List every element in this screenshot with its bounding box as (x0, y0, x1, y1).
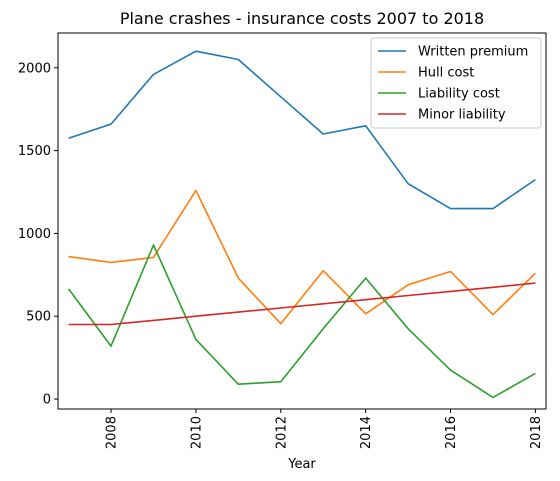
y-tick-label: 0 (43, 393, 51, 408)
legend-items: Written premium Hull cost Liability cost Mi… (378, 45, 528, 123)
x-tick-label: 2010 (189, 416, 204, 449)
chart-title: Plane crashes - insurance costs 2007 to … (120, 9, 484, 28)
legend-label-1: Hull cost (418, 66, 474, 81)
legend-label-3: Minor liability (418, 108, 506, 123)
x-tick-label: 2016 (444, 416, 459, 449)
plot-frame (57, 32, 547, 410)
series-line-1 (68, 189, 536, 325)
series-line-3 (68, 282, 536, 326)
legend-label-0: Written premium (418, 45, 528, 60)
series-line-0 (68, 50, 536, 210)
legend-label-2: Liability cost (418, 87, 500, 102)
legend-box (370, 37, 542, 129)
x-tick-label: 2018 (529, 416, 544, 449)
plot-lines (67, 50, 536, 399)
x-tick-label: 2014 (359, 416, 374, 449)
legend: Written premium Hull cost Liability cost Mi… (370, 37, 542, 129)
y-tick-label: 500 (26, 310, 51, 325)
x-tick-label: 2008 (105, 416, 120, 449)
x-axis-label: Year (287, 457, 316, 472)
y-tick-label: 1500 (18, 144, 51, 159)
y-axis: 0 500 1000 1500 2000 (18, 61, 58, 408)
y-tick-label: 2000 (18, 61, 51, 76)
y-tick-label: 1000 (18, 227, 51, 242)
series-line-2 (67, 244, 536, 399)
x-tick-label: 2012 (274, 416, 289, 449)
x-axis: 2008 2010 2012 2014 2016 2018 (105, 409, 544, 449)
